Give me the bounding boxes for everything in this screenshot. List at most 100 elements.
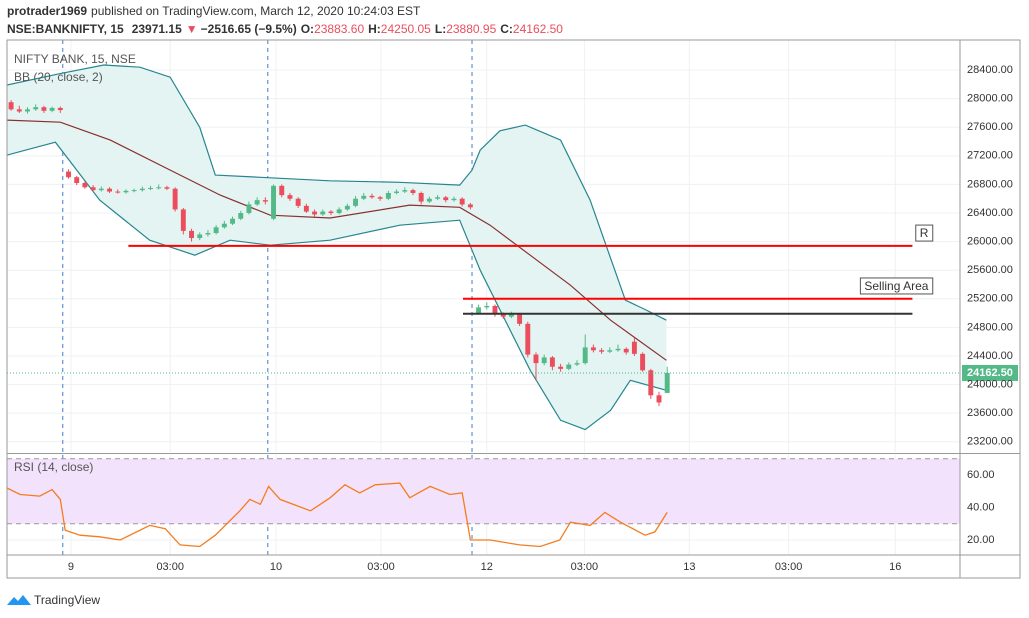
candle-body: [508, 314, 514, 317]
candle-body: [435, 197, 441, 199]
candle-body: [189, 230, 194, 239]
candle-body: [517, 314, 523, 324]
y-tick-label: 28000.00: [967, 93, 1013, 105]
candle-body: [262, 200, 268, 202]
x-tick-label: 03:00: [367, 561, 395, 573]
candle-body: [607, 350, 613, 352]
y-tick-label: 27200.00: [967, 150, 1013, 162]
candle-body: [57, 107, 63, 111]
candle-body: [558, 366, 564, 369]
candle-body: [115, 191, 121, 193]
candle-body: [394, 191, 400, 193]
x-tick-label: 10: [270, 561, 282, 573]
candle-body: [246, 204, 252, 214]
candle-body: [123, 190, 129, 193]
header-line: protrader1969 published on TradingView.co…: [7, 4, 421, 18]
candle-body: [271, 185, 277, 219]
candle-body: [197, 234, 203, 239]
symbol: NSE:BANKNIFTY, 15: [7, 22, 124, 36]
candle-body: [426, 198, 432, 202]
candle-body: [648, 370, 654, 396]
candle-body: [599, 350, 605, 352]
y-tick-label: 23200.00: [967, 436, 1013, 448]
level-label-box: [859, 277, 934, 295]
candle-body: [500, 314, 506, 317]
quote-key: L:: [435, 22, 446, 36]
y-tick-label: 24000.00: [967, 378, 1013, 390]
x-tick-label: 16: [889, 561, 901, 573]
candle-body: [74, 177, 80, 183]
candle-body: [254, 200, 260, 205]
last: 23971.15: [132, 22, 182, 36]
bb-fill: [7, 65, 667, 430]
candle-body: [336, 209, 342, 214]
candle-body: [180, 209, 186, 231]
quote-key: O:: [301, 22, 314, 36]
candle-body: [590, 347, 596, 351]
change: −2516.65 (−9.5%): [201, 22, 297, 36]
level-label-box: [915, 224, 934, 242]
y-tick-label: 25200.00: [967, 293, 1013, 305]
y-tick-label: 60.00: [967, 469, 995, 481]
candle-body: [459, 198, 465, 205]
y-tick-label: 24800.00: [967, 321, 1013, 333]
plot-layer: protrader1969 published on TradingView.co…: [7, 4, 960, 555]
rsi-band: [7, 458, 960, 524]
candle-body: [344, 205, 350, 210]
candle-body: [574, 363, 580, 365]
rsi-pane: [7, 455, 960, 555]
candle-body: [443, 197, 449, 201]
x-tick-label: 12: [481, 561, 493, 573]
candle-body: [320, 211, 326, 215]
candle-body: [631, 341, 637, 354]
candle-body: [164, 187, 170, 189]
candle-body: [230, 218, 235, 224]
quote-value: 23883.60: [314, 22, 364, 36]
candle-body: [156, 187, 162, 189]
candle-body: [25, 109, 30, 112]
level-label: R: [920, 226, 929, 240]
candle-body: [402, 190, 408, 192]
candle-body: [172, 188, 178, 210]
candle-body: [353, 198, 359, 206]
candle-body: [49, 107, 55, 111]
candle-body: [541, 357, 547, 364]
candle-body: [533, 354, 539, 364]
candle-body: [213, 227, 219, 234]
candle-body: [385, 192, 391, 199]
candle-body: [8, 102, 14, 110]
candle-body: [131, 190, 137, 192]
candle-body: [361, 195, 367, 199]
brand: TradingView: [34, 593, 100, 607]
candle-body: [16, 109, 22, 112]
candle-body: [221, 223, 227, 228]
candle-body: [492, 305, 498, 315]
published: published on TradingView.com, March 12, …: [91, 4, 421, 18]
candle-body: [615, 348, 621, 351]
rsi-line: [7, 482, 668, 548]
candle-body: [303, 205, 309, 212]
candle-body: [295, 198, 301, 206]
candle-body: [566, 364, 572, 369]
candle-body: [369, 195, 375, 198]
y-tick-label: 26000.00: [967, 236, 1013, 248]
y-tick-label: 20.00: [967, 534, 995, 546]
candle-body: [451, 198, 457, 201]
chart-title: NIFTY BANK, 15, NSE: [14, 52, 136, 66]
candle-body: [640, 353, 646, 371]
candle-body: [41, 107, 47, 111]
candle-body: [139, 188, 145, 191]
bb-upper: [7, 64, 667, 321]
candle-body: [410, 190, 416, 193]
candle-body: [525, 323, 531, 355]
quote-key: H:: [368, 22, 381, 36]
x-tick-label: 03:00: [571, 561, 599, 573]
y-tick-label: 28400.00: [967, 64, 1013, 76]
y-tick-label: 26800.00: [967, 178, 1013, 190]
candle-body: [418, 192, 424, 202]
y-tick-label: 24400.00: [967, 350, 1013, 362]
candle-body: [484, 305, 490, 308]
candle-body: [656, 395, 662, 403]
candle-body: [107, 188, 112, 192]
